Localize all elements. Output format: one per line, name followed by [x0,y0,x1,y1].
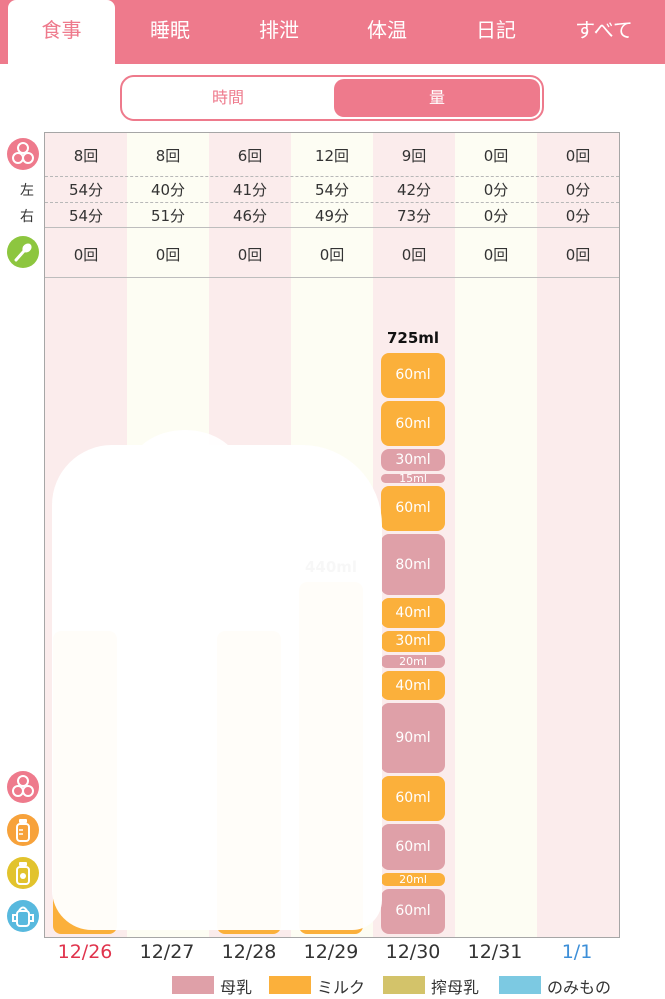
solid-food-count: 0回 [483,246,509,264]
amount-view-button[interactable]: 量 [334,79,540,117]
left-minutes: 54分 [314,181,350,199]
tab-all[interactable]: すべて [575,18,633,42]
breast-icon [7,138,39,170]
right-minutes: 49分 [314,207,350,225]
solid-food-count: 0回 [73,246,99,264]
bar-segment[interactable]: 60ml [381,888,445,934]
breast-count: 9回 [401,147,427,165]
right-minutes: 73分 [396,207,432,225]
time-view-button[interactable]: 時間 [211,88,244,107]
bar-segment[interactable]: 60ml [381,401,445,447]
bar-segment[interactable]: 20ml [381,654,445,668]
legend-swatch [499,976,541,994]
row-divider [45,227,619,228]
left-minutes: 41分 [232,181,268,199]
breast-milk-icon [7,771,39,803]
right-minutes: 51分 [150,207,186,225]
row-divider [45,202,619,203]
left-minutes: 54分 [68,181,104,199]
solid-food-count: 0回 [565,246,591,264]
date-label: 12/30 [385,941,441,963]
bar-segment[interactable]: 15ml [381,473,445,483]
bar-segment[interactable]: 80ml [381,534,445,596]
obscured-region [52,445,382,930]
left-side-label: 左 [20,183,34,199]
bar-segment[interactable]: 60ml [381,485,445,531]
date-label-sunday: 12/26 [57,941,113,963]
bar-total-label: 725ml [386,328,440,347]
date-label: 12/31 [467,941,523,963]
view-mode-toggle: 時間 量 [120,75,544,121]
spoon-icon [7,236,39,268]
date-label: 12/29 [303,941,359,963]
legend-swatch [172,976,214,994]
category-tab-bar: 食事 睡眠 排泄 体温 日記 すべて [0,0,665,64]
bar-segment[interactable]: 90ml [381,703,445,773]
legend-label: のみもの [547,978,612,997]
right-minutes: 46分 [232,207,268,225]
bar-segment[interactable]: 30ml [381,630,445,652]
date-label-saturday: 1/1 [561,941,593,963]
tab-sleep[interactable]: 睡眠 [150,18,190,42]
breast-count: 0回 [565,147,591,165]
milk-bottle-icon [7,814,39,846]
tab-diary[interactable]: 日記 [476,18,516,42]
left-minutes: 42分 [396,181,432,199]
bar-segment[interactable]: 30ml [381,449,445,471]
tab-excretion[interactable]: 排泄 [259,18,299,42]
legend-label: ミルク [317,978,366,997]
day-column [455,133,537,937]
tab-temperature[interactable]: 体温 [367,18,407,42]
breast-count: 8回 [155,147,181,165]
date-label: 12/27 [139,941,195,963]
legend-swatch [269,976,311,994]
left-minutes: 0分 [565,181,591,199]
bar-segment[interactable]: 40ml [381,671,445,701]
breast-count: 6回 [237,147,263,165]
solid-food-count: 0回 [237,246,263,264]
right-minutes: 0分 [483,207,509,225]
obscured-region [130,430,240,510]
legend-label: 搾母乳 [431,978,480,997]
left-minutes: 40分 [150,181,186,199]
legend-label: 母乳 [220,978,253,997]
bar-segment[interactable]: 40ml [381,598,445,628]
right-minutes: 0分 [565,207,591,225]
sippy-cup-icon [7,900,39,932]
breast-count: 8回 [73,147,99,165]
bar-segment[interactable]: 20ml [381,872,445,886]
bar-segment[interactable]: 60ml [381,775,445,822]
solid-food-count: 0回 [319,246,345,264]
breast-count: 0回 [483,147,509,165]
solid-food-count: 0回 [401,246,427,264]
left-minutes: 0分 [483,181,509,199]
day-column [537,133,619,937]
tab-meal[interactable]: 食事 [8,0,115,64]
solid-food-count: 0回 [155,246,181,264]
row-divider [45,176,619,177]
breast-count: 12回 [314,147,350,165]
row-divider [45,277,619,278]
right-side-label: 右 [20,209,34,225]
right-minutes: 54分 [68,207,104,225]
date-label: 12/28 [221,941,277,963]
legend-swatch [383,976,425,994]
bar-segment[interactable]: 60ml [381,824,445,870]
pumped-milk-bottle-icon [7,857,39,889]
bar-segment[interactable]: 60ml [381,352,445,398]
